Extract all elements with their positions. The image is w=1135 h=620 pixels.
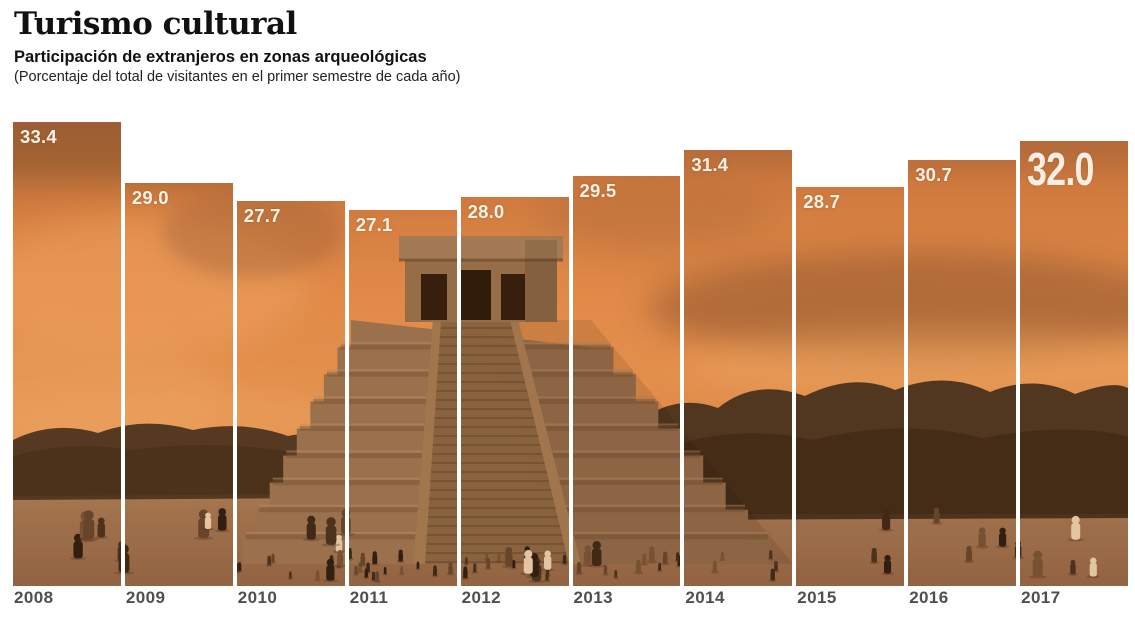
bar-gap — [232, 122, 237, 586]
x-axis-year-label: 2013 — [573, 588, 613, 607]
x-axis-year-label: 2008 — [14, 588, 54, 607]
pyramid-illustration — [229, 236, 793, 564]
bar-value-label: 31.4 — [691, 153, 729, 175]
bar-value-label: 33.4 — [20, 126, 57, 147]
page-title: Turismo cultural — [14, 6, 297, 42]
x-axis-year-label: 2011 — [349, 588, 389, 607]
bar-value-label: 29.0 — [131, 187, 169, 209]
bar-gap — [568, 122, 573, 586]
bar-gap — [120, 122, 125, 586]
x-axis-year-label: 2012 — [461, 588, 502, 607]
x-axis-year-label: 2010 — [237, 588, 278, 607]
bar-value-label: 28.0 — [467, 201, 505, 223]
bar-value-label: 27.1 — [355, 213, 393, 235]
bar-top-mask — [572, 122, 681, 177]
bar-value-label: 27.7 — [243, 205, 281, 227]
bar-value-label: 30.7 — [915, 163, 952, 185]
bar-value-label: 29.5 — [579, 180, 617, 202]
bar-gap — [344, 122, 349, 586]
bar-top-mask — [1019, 122, 1129, 142]
bar-top-mask — [236, 122, 346, 202]
bar-top-mask — [124, 122, 234, 184]
x-axis-year-label: 2014 — [685, 588, 725, 607]
chart-note: (Porcentaje del total de visitantes en e… — [14, 69, 461, 85]
chart-subtitle: Participación de extranjeros en zonas ar… — [14, 48, 427, 66]
x-axis-year-label: 2015 — [797, 588, 837, 607]
x-axis-year-label: 2016 — [909, 588, 949, 607]
bar-value-label: 28.7 — [803, 191, 841, 213]
bar-gap — [680, 122, 685, 586]
bar-gap — [904, 122, 909, 586]
bar-gap — [456, 122, 461, 586]
bar-gap — [792, 122, 797, 586]
bar-top-mask — [348, 122, 458, 210]
x-axis-year-label: 2017 — [1021, 588, 1061, 607]
bar-top-mask — [460, 122, 569, 198]
bar-top-mask — [683, 122, 793, 150]
bar-value-label: 32.0 — [1027, 143, 1094, 196]
bar-top-mask — [907, 122, 1017, 160]
x-axis-year-label: 2009 — [125, 588, 166, 607]
bar-gap — [1016, 122, 1021, 586]
bar-top-mask — [795, 122, 905, 188]
